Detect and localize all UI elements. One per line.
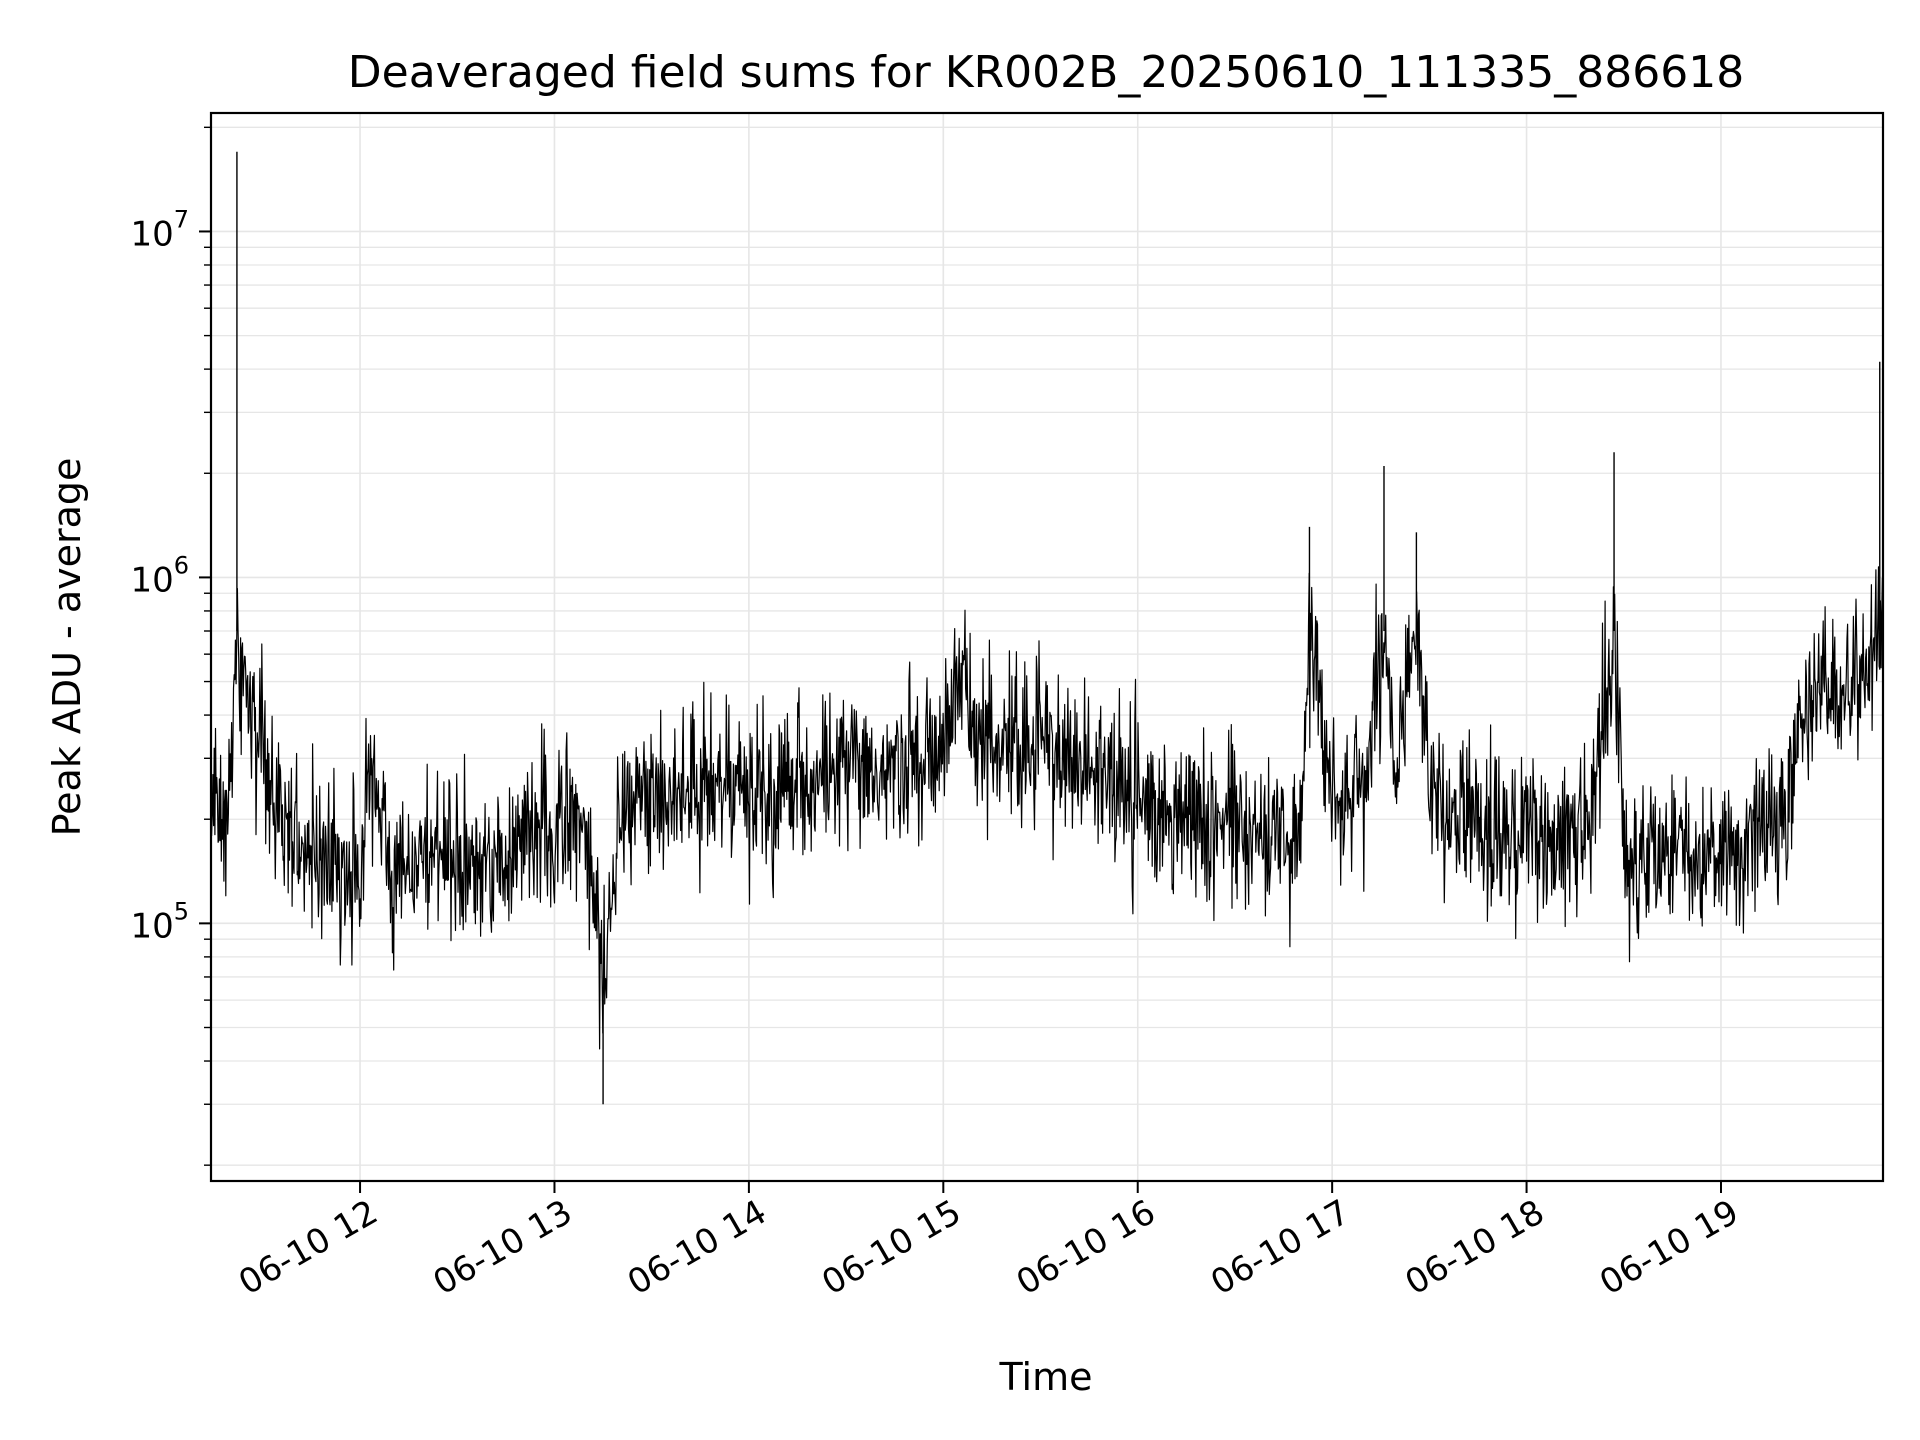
x-axis-label: Time (999, 1355, 1093, 1399)
y-tick-label-0: 105 (130, 897, 189, 946)
data-series (236, 151, 1881, 1105)
trace-noise (210, 566, 1884, 1050)
y-tick-label-2: 107 (130, 205, 189, 254)
y-axis-label: Peak ADU - average (45, 458, 89, 837)
trace-noise-line (210, 566, 1884, 1050)
plot-frame (209, 111, 1885, 1183)
y-axis-ticks: 105 106 107 (130, 126, 211, 1166)
y-tick-label-1: 106 (130, 551, 189, 600)
chart-title: Deaveraged field sums for KR002B_2025061… (348, 47, 1744, 98)
